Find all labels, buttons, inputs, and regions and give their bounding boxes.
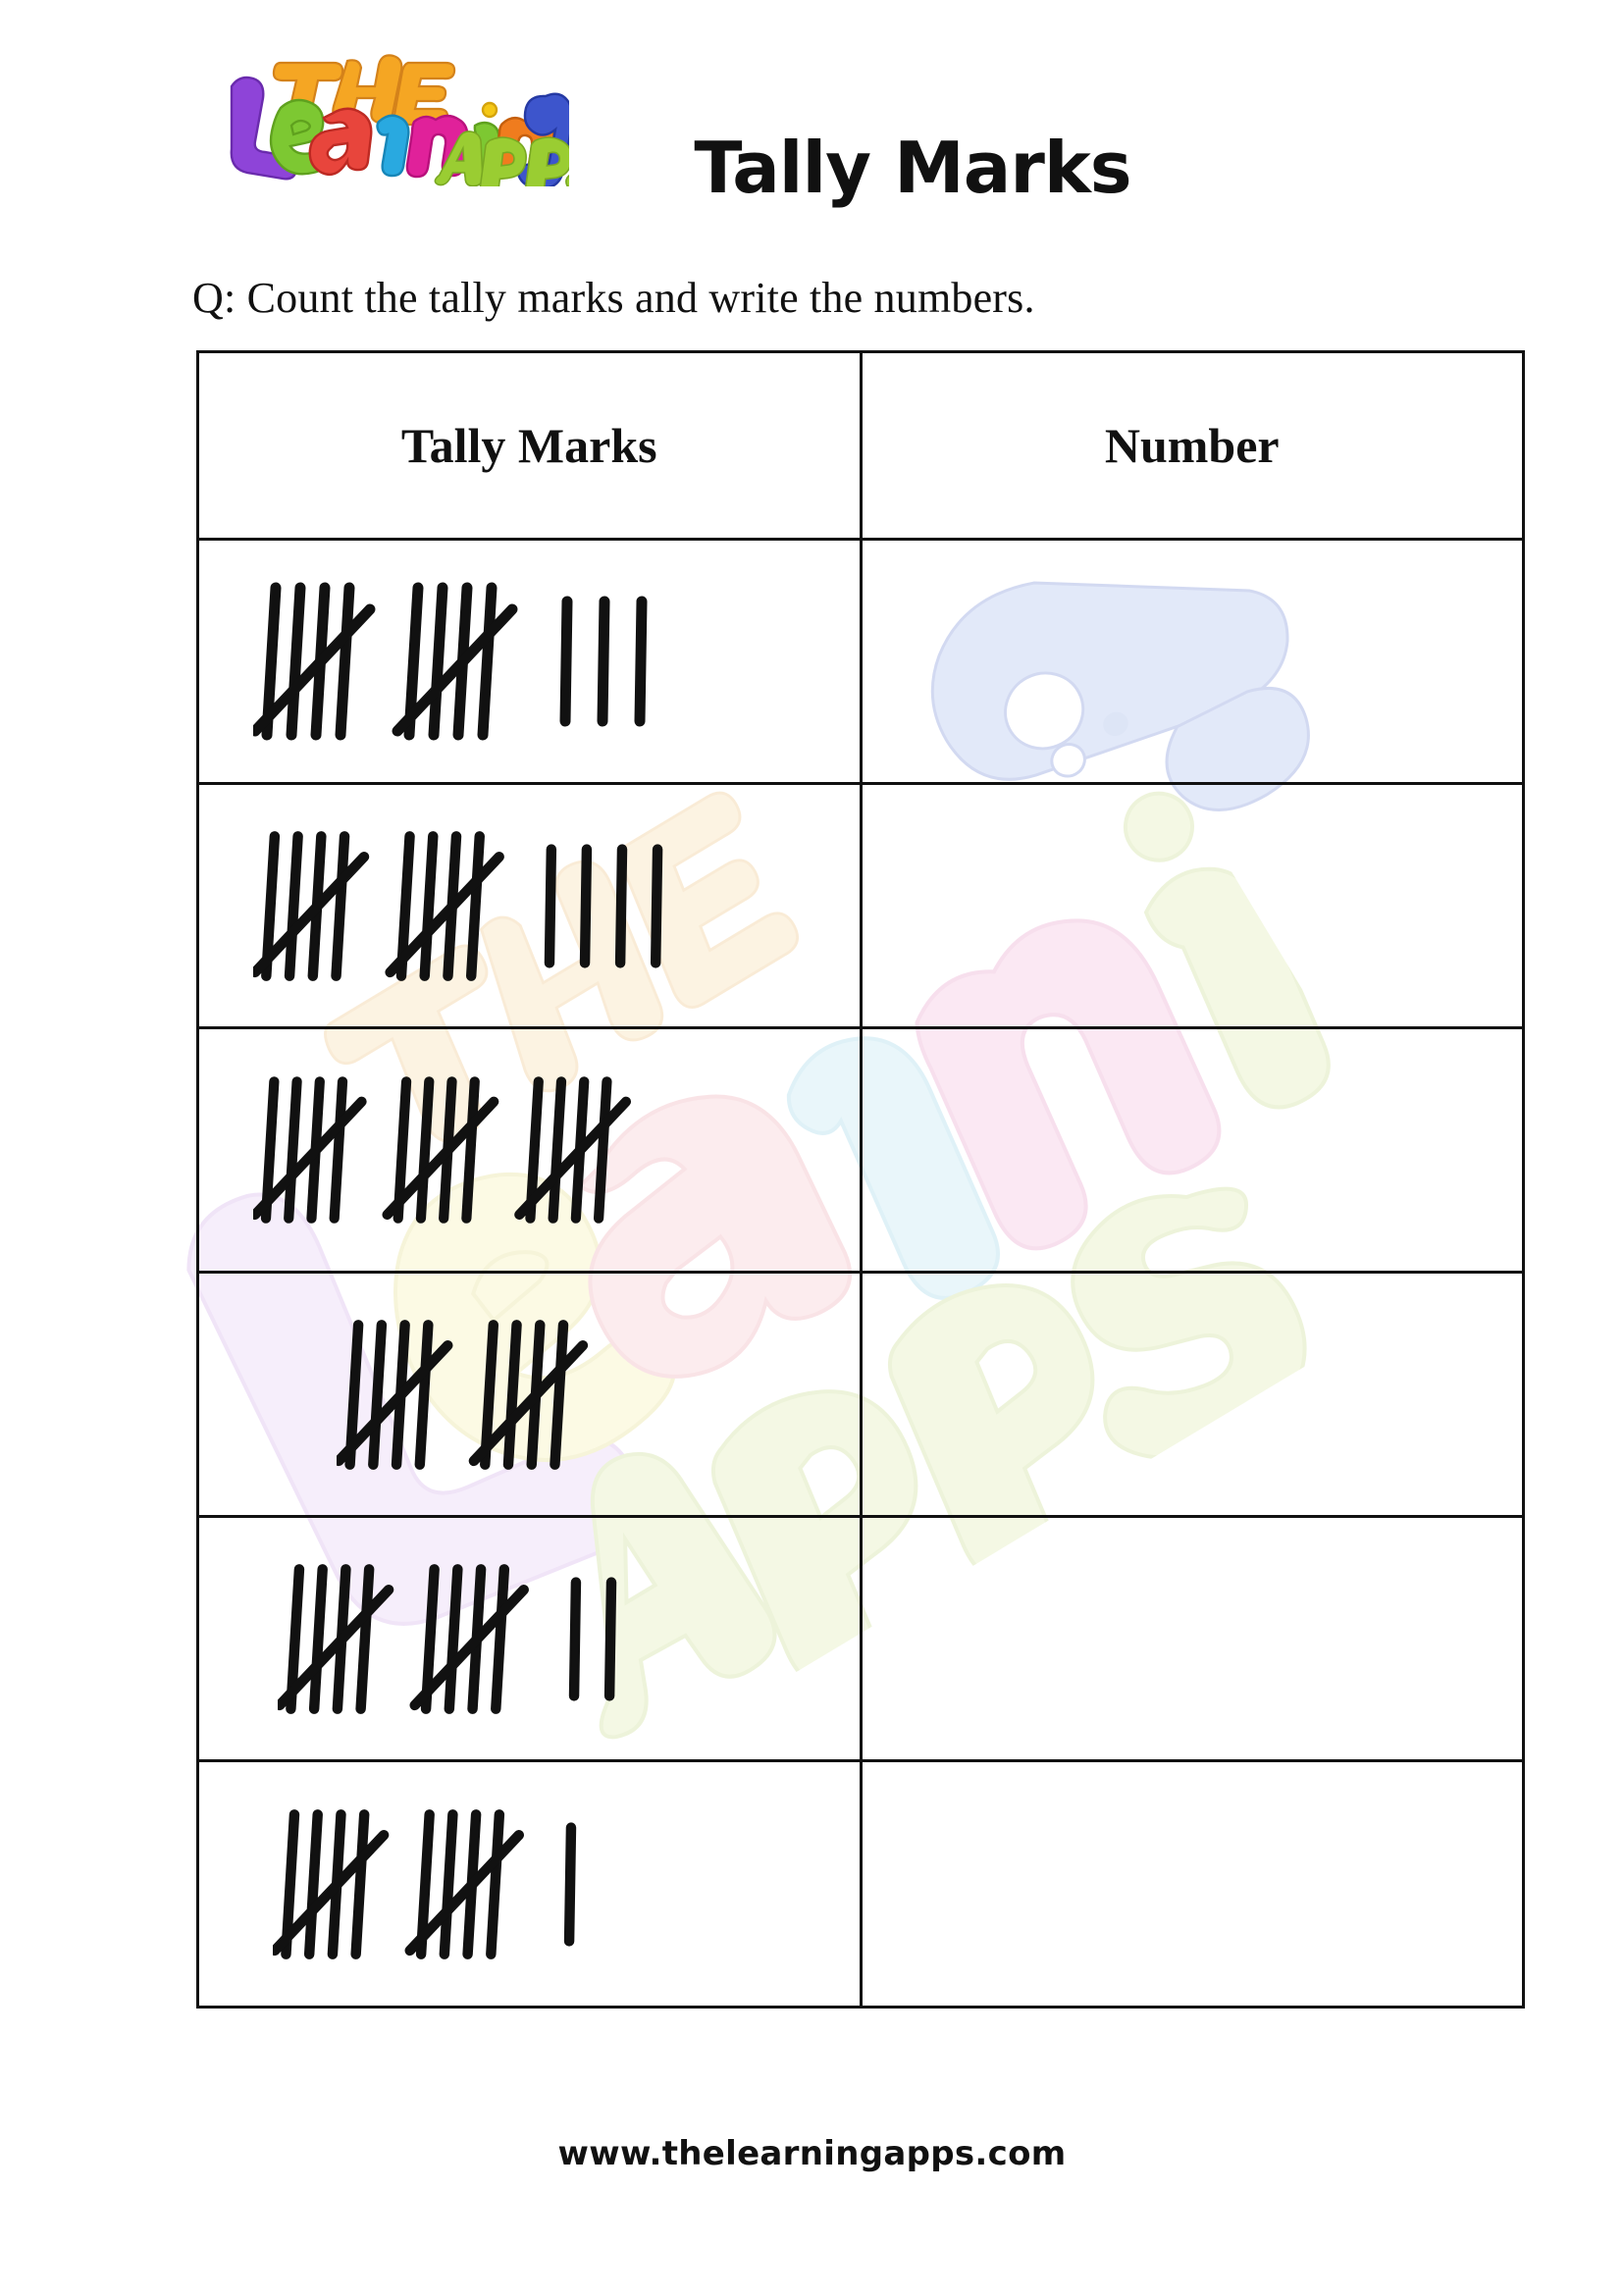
page-title: Tally Marks xyxy=(694,127,1131,209)
table-row xyxy=(199,785,1522,1029)
tally-marks-cell xyxy=(199,541,863,782)
footer-url: www.thelearningapps.com xyxy=(557,2134,1067,2173)
number-answer-cell[interactable] xyxy=(863,785,1523,1026)
tally-marks-cell xyxy=(199,1518,863,1759)
tally-group xyxy=(199,541,860,782)
tally-group xyxy=(199,785,860,1026)
table-row xyxy=(199,1029,1522,1274)
tally-marks-cell xyxy=(199,1762,863,2006)
number-answer-cell[interactable] xyxy=(863,541,1523,782)
column-header-tally-marks: Tally Marks xyxy=(400,418,657,473)
tally-marks-cell xyxy=(199,785,863,1026)
tally-group xyxy=(199,1274,860,1515)
column-header-number: Number xyxy=(1104,418,1280,473)
the-learning-apps-logo xyxy=(196,39,569,186)
number-answer-cell[interactable] xyxy=(863,1518,1523,1759)
tally-marks-table: Tally Marks Number xyxy=(196,350,1525,2009)
number-answer-cell[interactable] xyxy=(863,1274,1523,1515)
page-header: Tally Marks xyxy=(0,0,1624,245)
tally-group xyxy=(199,1029,860,1271)
tally-group xyxy=(199,1762,860,2006)
header-cell-tally-marks: Tally Marks xyxy=(199,353,863,538)
number-answer-cell[interactable] xyxy=(863,1762,1523,2006)
tally-marks-cell xyxy=(199,1029,863,1271)
table-row xyxy=(199,1762,1522,2009)
table-row xyxy=(199,1518,1522,1762)
tally-group xyxy=(199,1518,860,1759)
tally-marks-cell xyxy=(199,1274,863,1515)
header-cell-number: Number xyxy=(863,353,1523,538)
table-row xyxy=(199,1274,1522,1518)
number-answer-cell[interactable] xyxy=(863,1029,1523,1271)
table-body xyxy=(199,541,1522,2009)
question-prompt: Q: Count the tally marks and write the n… xyxy=(192,274,1035,322)
table-header-row: Tally Marks Number xyxy=(199,353,1522,541)
table-row xyxy=(199,541,1522,785)
